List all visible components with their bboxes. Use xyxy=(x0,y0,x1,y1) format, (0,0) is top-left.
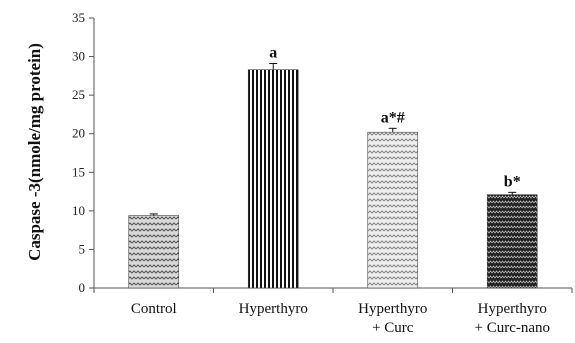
bar xyxy=(128,215,180,289)
bar xyxy=(247,69,299,289)
error-bars xyxy=(149,63,517,216)
significance-label: a xyxy=(269,45,277,62)
bar xyxy=(367,131,419,289)
significance-label: b* xyxy=(504,173,521,190)
y-tick-label: 25 xyxy=(72,87,85,102)
y-tick-label: 30 xyxy=(72,49,85,64)
y-tick-label: 10 xyxy=(72,203,85,218)
bars xyxy=(128,69,538,289)
y-tick-label: 5 xyxy=(79,241,86,256)
annotations: a a*# b* xyxy=(269,45,520,191)
y-tick-label: 20 xyxy=(72,126,85,141)
y-tick-label: 15 xyxy=(72,164,85,179)
x-category-label: Hyperthyro xyxy=(239,301,308,317)
y-tick-label: 35 xyxy=(72,10,85,25)
x-category-label: Hyperthyro xyxy=(478,301,547,317)
bar xyxy=(486,194,538,289)
x-category-label: + Curc-nano xyxy=(474,320,550,336)
x-category-label: Control xyxy=(131,301,177,317)
x-category-label: Hyperthyro xyxy=(358,301,427,317)
y-tick-label: 0 xyxy=(79,280,86,295)
y-axis-ticks: 0 5 10 15 20 25 30 35 xyxy=(72,10,94,295)
y-axis-label: Caspase -3(nmole/mg protein) xyxy=(25,43,44,261)
x-category-label: + Curc xyxy=(372,320,414,336)
x-axis-categories: Control Hyperthyro Hyperthyro + Curc Hyperth… xyxy=(131,301,550,336)
significance-label: a*# xyxy=(381,109,405,126)
